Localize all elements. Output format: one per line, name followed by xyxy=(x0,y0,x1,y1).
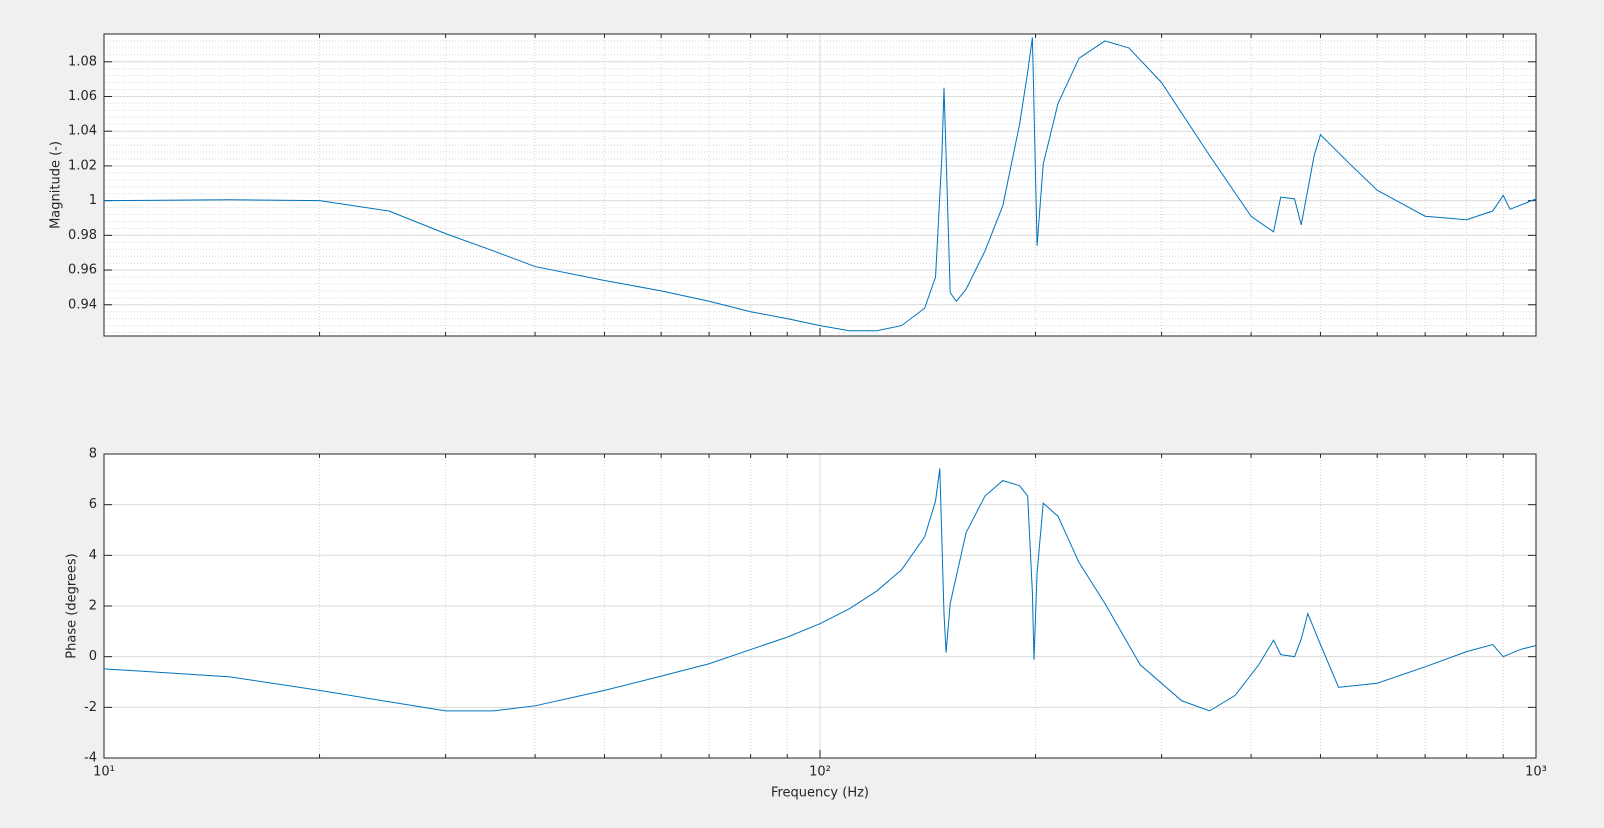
x-tick-label: 10³ xyxy=(1525,765,1547,780)
y-tick-label: 1.06 xyxy=(68,89,97,104)
y-tick-label: 8 xyxy=(89,447,97,462)
y-tick-label: 4 xyxy=(89,548,97,563)
y-tick-label: -4 xyxy=(84,751,97,766)
x-tick-label: 10¹ xyxy=(93,765,115,780)
y-tick-label: 6 xyxy=(89,497,97,512)
axes-box xyxy=(103,33,1537,337)
y-axis-label: Phase (degrees) xyxy=(65,553,80,658)
y-tick-label: 1 xyxy=(89,193,97,208)
y-tick-label: 0.98 xyxy=(68,228,97,243)
data-line xyxy=(103,37,1537,332)
data-line xyxy=(103,468,1537,712)
y-axis-label: Magnitude (-) xyxy=(49,141,64,229)
y-tick-label: 0 xyxy=(89,649,97,664)
y-tick-label: 1.02 xyxy=(68,158,97,173)
y-tick-label: 1.04 xyxy=(68,124,97,139)
y-tick-label: 2 xyxy=(89,599,97,614)
y-tick-label: 0.94 xyxy=(68,297,97,312)
y-tick-label: 1.08 xyxy=(68,54,97,69)
x-tick-label: 10² xyxy=(809,765,831,780)
x-axis-label: Frequency (Hz) xyxy=(771,786,869,801)
y-tick-label: 0.96 xyxy=(68,263,97,278)
axes-box xyxy=(103,453,1537,759)
y-tick-label: -2 xyxy=(84,700,97,715)
